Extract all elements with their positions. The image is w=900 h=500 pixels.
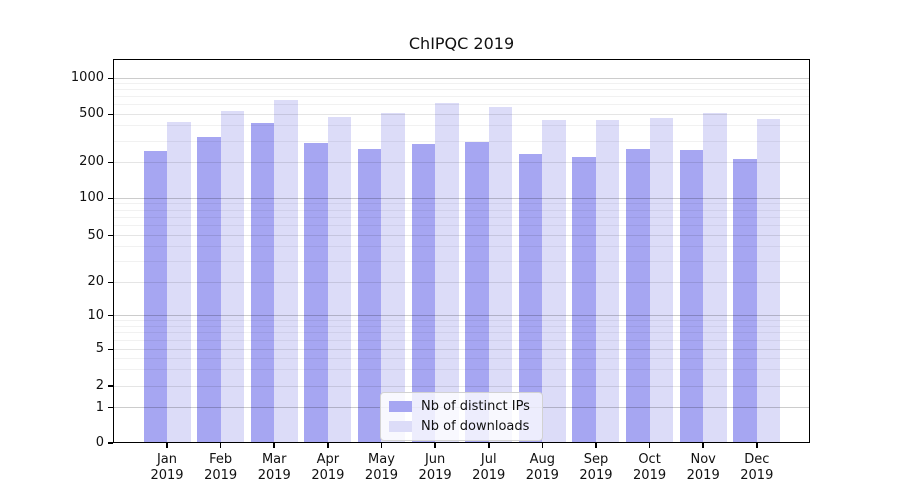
x-tick-label-nov: Nov 2019 — [686, 452, 720, 483]
y-tick-label-10: 10 — [87, 307, 104, 323]
bar-distinct-ips-sep — [572, 157, 596, 443]
y-tick-mark-5 — [108, 348, 113, 351]
legend-swatch-distinct-ips — [389, 401, 412, 412]
y-tick-label-20: 20 — [87, 274, 104, 290]
minor-gridline-900 — [113, 83, 810, 85]
bar-downloads-dec — [756, 118, 781, 443]
bar-downloads-jan — [167, 122, 191, 443]
gridline-1000 — [113, 77, 810, 79]
x-tick-label-may: May 2019 — [364, 452, 399, 483]
x-tick-label-aug: Aug 2019 — [525, 452, 559, 483]
x-tick-mark-nov — [702, 443, 704, 448]
x-tick-label-jan: Jan 2019 — [150, 452, 184, 483]
legend: Nb of distinct IPs Nb of downloads — [380, 392, 543, 441]
bar-downloads-apr — [327, 116, 352, 443]
x-tick-mark-may — [380, 443, 383, 448]
legend-swatch-downloads — [389, 421, 412, 432]
bar-downloads-nov — [703, 113, 727, 443]
x-tick-mark-feb — [219, 443, 222, 448]
bar-distinct-ips-may — [357, 148, 382, 443]
y-tick-label-50: 50 — [87, 227, 104, 243]
x-tick-mark-mar — [273, 443, 276, 448]
x-tick-mark-oct — [648, 443, 651, 448]
y-tick-label-100: 100 — [79, 190, 104, 206]
bar-downloads-feb — [220, 110, 245, 443]
plot-area — [113, 59, 810, 443]
y-tick-label-0: 0 — [95, 435, 104, 450]
x-tick-label-feb: Feb 2019 — [204, 452, 238, 483]
minor-gridline-700 — [113, 96, 810, 98]
x-tick-mark-sep — [595, 443, 597, 448]
y-tick-mark-0 — [108, 442, 113, 444]
bar-downloads-sep — [595, 120, 620, 443]
x-tick-label-dec: Dec 2019 — [740, 452, 774, 483]
bar-distinct-ips-mar — [250, 123, 275, 443]
legend-label-distinct-ips: Nb of distinct IPs — [421, 399, 530, 414]
x-tick-mark-dec — [756, 443, 758, 448]
bar-downloads-aug — [542, 119, 566, 443]
x-tick-label-apr: Apr 2019 — [311, 452, 345, 483]
y-tick-label-5: 5 — [95, 341, 104, 357]
y-tick-mark-20 — [108, 281, 113, 284]
y-tick-mark-2 — [108, 385, 113, 387]
x-tick-label-oct: Oct 2019 — [633, 452, 667, 483]
x-tick-mark-jan — [166, 443, 168, 448]
bar-distinct-ips-apr — [304, 142, 328, 443]
bar-distinct-ips-aug — [518, 154, 543, 443]
y-tick-mark-50 — [108, 234, 113, 237]
bar-distinct-ips-feb — [197, 137, 221, 443]
bar-distinct-ips-jul — [465, 141, 489, 443]
bar-distinct-ips-jan — [143, 150, 167, 443]
y-tick-label-1000: 1000 — [70, 70, 104, 86]
bar-downloads-mar — [274, 99, 298, 443]
x-tick-mark-apr — [327, 443, 329, 448]
x-tick-mark-jun — [434, 443, 436, 448]
bar-distinct-ips-nov — [679, 150, 704, 443]
legend-label-downloads: Nb of downloads — [421, 419, 530, 434]
minor-gridline-600 — [113, 104, 810, 106]
legend-item-downloads: Nb of downloads — [389, 419, 530, 434]
x-tick-mark-aug — [541, 443, 544, 448]
y-tick-mark-10 — [108, 314, 113, 317]
x-tick-label-sep: Sep 2019 — [579, 452, 613, 483]
y-tick-mark-100 — [108, 197, 113, 200]
bar-downloads-oct — [649, 117, 674, 443]
y-tick-label-2: 2 — [95, 378, 104, 393]
bar-downloads-jul — [488, 107, 513, 443]
x-tick-label-mar: Mar 2019 — [257, 452, 291, 483]
y-tick-mark-1 — [108, 406, 113, 409]
y-tick-mark-500 — [108, 113, 113, 116]
bar-downloads-may — [381, 113, 405, 443]
x-tick-label-jun: Jun 2019 — [418, 452, 452, 483]
y-tick-label-1: 1 — [95, 399, 104, 415]
y-tick-mark-1000 — [108, 77, 113, 80]
bar-distinct-ips-jun — [411, 144, 436, 443]
bar-distinct-ips-dec — [733, 159, 757, 443]
x-tick-label-jul: Jul 2019 — [472, 452, 506, 483]
x-tick-mark-jul — [487, 443, 490, 448]
chart-title: ChIPQC 2019 — [408, 34, 515, 53]
bar-downloads-jun — [435, 103, 459, 443]
y-tick-label-500: 500 — [79, 106, 104, 122]
bar-distinct-ips-oct — [626, 148, 650, 443]
legend-item-distinct-ips: Nb of distinct IPs — [389, 399, 530, 414]
y-tick-label-200: 200 — [79, 154, 104, 170]
y-tick-mark-200 — [108, 161, 113, 164]
minor-gridline-800 — [113, 89, 810, 91]
